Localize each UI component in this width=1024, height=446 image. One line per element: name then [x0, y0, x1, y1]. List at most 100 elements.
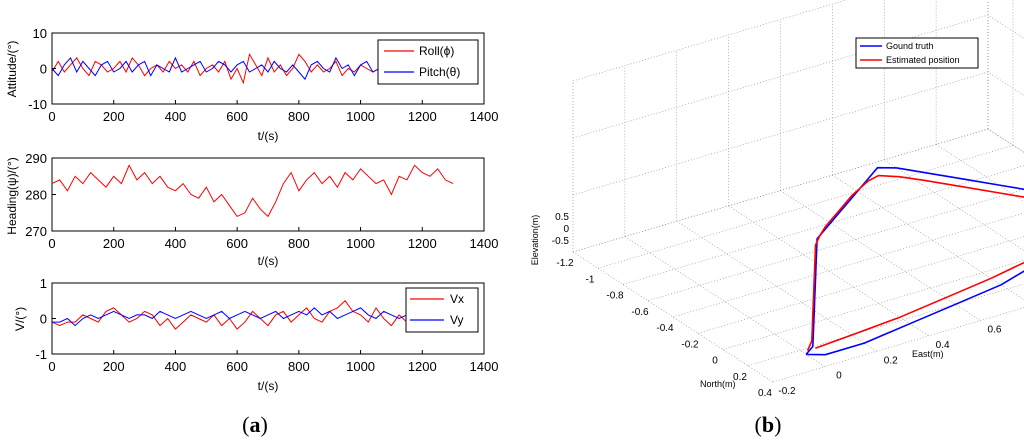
- plot-frame: [51, 157, 485, 232]
- wall-grid-line: [572, 128, 1024, 253]
- series-line-1: [52, 307, 415, 327]
- panel-label-b-letter: b: [762, 412, 774, 437]
- chart-3d-trajectory: -1.2 -1 -0.8 -0.6 -0.4 -0.2 0 0.2 0.4 -0.2 0 0.2 0.4…: [530, 0, 1024, 399]
- axis-ticks: 0 200 400 600 800 1000 1200 1400 270 280 290: [25, 151, 498, 251]
- axis-ticks: -1.2 -1 -0.8 -0.6 -0.4 -0.2 0 0.2 0.4 -0.2 0 0.2 0.4…: [552, 212, 1002, 399]
- elevation-tick-label: 0.5: [555, 212, 569, 223]
- floor-grid-line: [572, 251, 774, 383]
- series-line-0: [51, 52, 380, 85]
- east-tick-label: 0.4: [936, 340, 950, 351]
- legend-entry-roll: Roll(ϕ): [419, 44, 454, 58]
- axis-ticks: 0 200 400 600 800 1000 1200 1400-101: [35, 276, 498, 374]
- floor-grid-line: [672, 212, 1024, 318]
- x-tick-label: 400: [165, 359, 187, 374]
- north-axis-label: North(m): [700, 379, 736, 389]
- floor-grid-line: [987, 128, 1024, 153]
- floor-grid-line: [780, 190, 981, 321]
- y-tick-label: 280: [25, 188, 47, 203]
- x-tick-label: 400: [165, 236, 187, 251]
- series-lines: [51, 300, 415, 330]
- legend: Vx Vy: [405, 287, 479, 333]
- east-axis-label: East(m): [912, 349, 944, 359]
- legend-box: [855, 37, 979, 69]
- legend-entry-vx: Vx: [450, 292, 464, 306]
- x-tick-label: 800: [288, 109, 310, 124]
- wall-grid-line: [572, 0, 848, 82]
- series-lines: [51, 52, 380, 85]
- floor-grid-line: [622, 165, 1024, 285]
- y-tick-label: 270: [25, 224, 47, 239]
- x-tick-label: 1200: [408, 236, 437, 251]
- x-tick-label: 1200: [408, 359, 437, 374]
- legend-entry-vy: Vy: [450, 313, 464, 327]
- elevation-tick-label: -0.5: [552, 236, 570, 247]
- x-tick-label: 200: [103, 359, 125, 374]
- east-tick-label: -0.2: [778, 386, 796, 397]
- legend-entry-ground-truth: Gound truth: [886, 41, 934, 51]
- y-tick-label: 0: [40, 312, 47, 327]
- x-tick-label: 600: [226, 109, 248, 124]
- x-tick-label: 400: [165, 109, 187, 124]
- chart-velocity: 0 200 400 600 800 1000 1200 1400-101 V/(°) t/(s…: [13, 276, 498, 393]
- panel-label-a-letter: a: [250, 412, 261, 437]
- floor-grid-line: [676, 220, 877, 352]
- y-tick-label: -1: [35, 347, 47, 362]
- legend-entry-pitch: Pitch(θ): [419, 65, 460, 79]
- x-tick-label: 0: [48, 359, 55, 374]
- floor-grid-line: [647, 188, 1024, 302]
- x-tick-label: 1000: [346, 236, 375, 251]
- floor-grid-line: [697, 236, 1024, 334]
- north-tick-label: -0.8: [606, 291, 624, 302]
- floor-grid-line: [728, 205, 929, 337]
- series-line-1: [51, 56, 380, 81]
- x-tick-label: 800: [288, 236, 310, 251]
- series-line-0: [51, 300, 415, 330]
- elevation-tick-label: 0: [563, 224, 569, 235]
- x-tick-label: 1000: [346, 109, 375, 124]
- north-tick-label: -1: [586, 274, 595, 285]
- x-tick-label: 1400: [470, 359, 499, 374]
- floor-grid-line: [832, 174, 1024, 301]
- north-tick-label: -0.2: [681, 339, 699, 350]
- panel-label-b: (b): [755, 412, 782, 437]
- y-tick-label: -10: [28, 97, 47, 112]
- north-tick-label: 0.2: [733, 372, 747, 383]
- trajectory-line-1: [806, 174, 1024, 351]
- series-lines: [51, 164, 454, 218]
- y-axis-label: Heading(ψ)/(°): [5, 157, 19, 234]
- y-tick-label: 0: [40, 62, 47, 77]
- y-tick-label: 290: [25, 151, 47, 166]
- x-tick-label: 600: [226, 359, 248, 374]
- north-tick-label: -1.2: [556, 258, 574, 269]
- y-tick-label: 10: [33, 26, 47, 41]
- wall-grid-line: [572, 14, 1024, 139]
- floor-grid-line: [597, 144, 1014, 269]
- wall-grid-line: [572, 71, 1024, 196]
- y-axis-label: V/(°): [13, 307, 27, 331]
- floor-grid-line: [722, 259, 1024, 350]
- legend: Gound truth Estimated position: [855, 37, 979, 69]
- panel-label-a: (a): [242, 412, 268, 437]
- north-tick-label: -0.4: [656, 323, 674, 334]
- legend-box: [405, 287, 479, 333]
- x-tick-label: 200: [103, 236, 125, 251]
- elevation-axis-label: Elevation(m): [530, 215, 540, 266]
- x-tick-label: 600: [226, 236, 248, 251]
- x-axis-label: t/(s): [258, 254, 279, 268]
- east-tick-label: 0.6: [988, 325, 1002, 336]
- floor-grid-line: [624, 236, 826, 367]
- x-tick-label: 800: [288, 359, 310, 374]
- north-tick-label: 0: [712, 356, 718, 367]
- east-tick-label: 0.2: [884, 355, 898, 366]
- east-tick-label: 0: [836, 371, 842, 382]
- x-axis-label: t/(s): [258, 379, 279, 393]
- x-tick-label: 1200: [408, 109, 437, 124]
- x-tick-label: 200: [103, 109, 125, 124]
- north-tick-label: -0.6: [631, 307, 649, 318]
- x-tick-label: 1400: [470, 109, 499, 124]
- legend-box: [377, 39, 479, 85]
- trajectory-lines: [805, 166, 1024, 356]
- x-tick-label: 0: [48, 236, 55, 251]
